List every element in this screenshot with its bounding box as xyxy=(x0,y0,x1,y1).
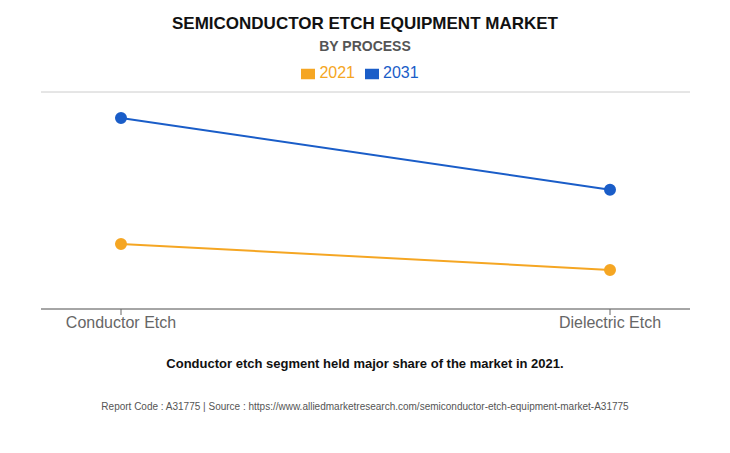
html-text:2021: 2021 xyxy=(319,64,355,81)
html-text:2031: 2031 xyxy=(383,64,419,81)
html-text:Report Code : A31775 | Source: Report Code : A31775 | Source : https://… xyxy=(101,401,629,412)
svg-text:Dielectric Etch: Dielectric Etch xyxy=(559,314,661,331)
svg-text:Conductor Etch: Conductor Etch xyxy=(66,314,176,331)
html-text:Conductor etch segment held ma: Conductor etch segment held major share … xyxy=(166,356,564,371)
html-text:SEMICONDUCTOR ETCH EQUIPMENT M: SEMICONDUCTOR ETCH EQUIPMENT MARKET xyxy=(172,14,558,33)
html-text:BY PROCESS: BY PROCESS xyxy=(319,38,411,54)
